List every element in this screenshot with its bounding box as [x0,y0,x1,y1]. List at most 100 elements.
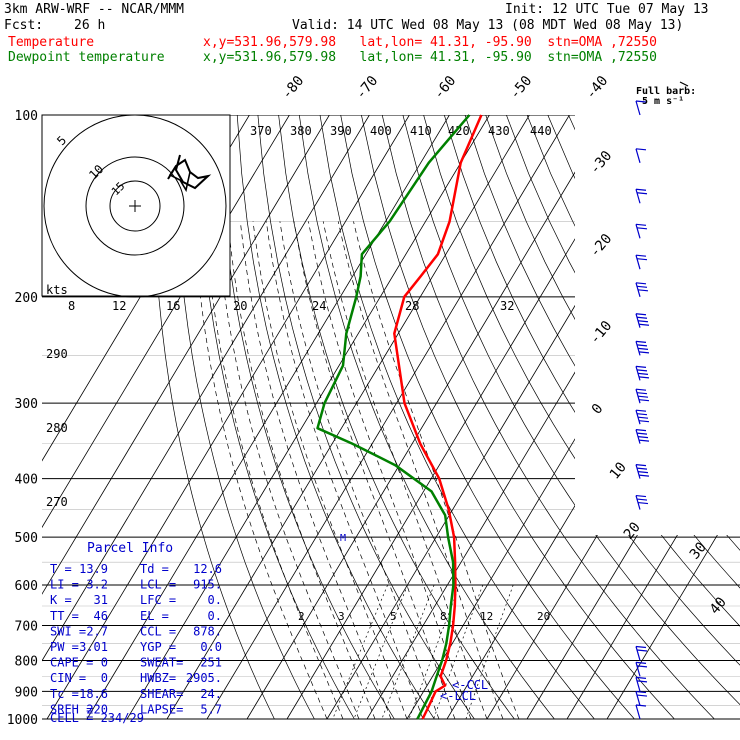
isotherm--20 [286,115,650,720]
parcel-param-name: TT = [50,609,79,623]
parcel-param-name: PW = [50,640,79,654]
pressure-label-100: 100 [15,109,38,124]
hodograph-trace [167,154,212,190]
parcel-cell: CELL = 234/29 [50,711,144,725]
parcel-row: K = 31 LFC = 0. [50,593,222,607]
moist-adiabat-label-16: 16 [166,299,180,313]
wind-legend-barb [679,81,689,87]
dry-adiabat-450 [568,115,740,720]
pressure-label-400: 400 [15,473,38,488]
isotherm-label-40: 40 [707,594,730,617]
moist-adiabat-14 [265,221,424,720]
wind-barb-800 [635,645,648,661]
forecast-hour: 26 h [74,18,106,33]
parcel-param-name: YGP = [140,640,176,654]
parcel-param-name: LAPSE= [140,702,183,716]
pressure-label-600: 600 [15,579,38,594]
mixing-ratio-label-12: 12 [480,610,493,623]
wind-barb-250 [635,340,650,356]
mixing-ratio-label-20: 20 [537,610,550,623]
parcel-info-title: Parcel Info [87,541,173,556]
lcl-annotation: <-LCL [440,689,476,703]
dry-adiabat-label-270: 270 [46,495,68,509]
pressure-label-700: 700 [15,619,38,634]
hodograph-ring-1 [85,156,185,256]
parcel-param-value: 220 [86,702,108,716]
parcel-param-name: SHEAR= [140,687,183,701]
wind-barb-350 [635,429,650,444]
valid-time: Valid: 14 UTC Wed 08 May 13 (08 MDT Wed … [292,18,684,33]
mixing-ratio-label-2: 2 [298,610,305,623]
parcel-param-value: 3.2 [86,578,108,592]
parcel-param-value: 2905. [186,671,222,685]
wind-barb-300 [635,388,650,404]
moist-adiabat--10 [193,221,328,720]
isotherm--40 [206,115,570,720]
wind-legend-title: Full barb: [636,86,696,97]
parcel-param-value: 46 [94,609,108,623]
mixing-ratio-label-8: 8 [440,610,447,623]
isotherm--80 [46,115,410,720]
parcel-param-name: CIN = [50,671,86,685]
mixing-ratio-label-3: 3 [338,610,345,623]
moist-adiabat-label-32: 32 [500,299,514,313]
wind-barb-1000 [635,704,647,720]
isotherm-label--70: -70 [353,73,382,103]
parcel-row: LI = 3.2 LCL = 915. [50,578,222,592]
isotherm-label--40: -40 [583,73,612,103]
parcel-param-name: Tc = [50,687,79,701]
parcel-row: T = 13.9 Td = 12.6 [50,562,222,576]
parcel-param-name: EL = [140,609,169,623]
mixing-ratio-line-5 [381,584,435,720]
wind-barb-100 [635,100,647,116]
model-title: 3km ARW-WRF -- NCAR/MMM [4,2,185,17]
parcel-param-name: CAPE = [50,656,93,670]
pressure-label-900: 900 [15,685,38,700]
isotherm-label--50: -50 [507,73,536,103]
dry-adiabat-440 [547,115,740,720]
dry-adiabat-310 [278,115,515,720]
isotherm--100 [42,115,330,720]
parcel-param-name: SWEAT= [140,656,183,670]
isotherm-label--10: -10 [587,318,616,348]
parcel-param-name: LFC = [140,593,176,607]
dry-adiabat-label-400: 400 [370,124,392,138]
parcel-row: SREH =220 LAPSE= 5.7 [50,702,222,716]
temperature-profile [393,114,483,720]
isotherm-label--30: -30 [587,148,616,178]
wind-barb-850 [635,661,648,677]
mixing-ratio-line-12 [433,584,484,720]
isotherm-label--80: -80 [279,73,308,103]
parcel-param-value: 31 [94,593,108,607]
dry-adiabat-340 [340,115,635,720]
parcel-param-value: 5.7 [200,702,222,716]
parcel-param-value: 13.9 [79,562,108,576]
wind-barb-950 [635,690,648,706]
isotherm-label-30: 30 [687,539,710,562]
parcel-param-name: T = [50,562,72,576]
legend-temperature-info: x,y=531.96,579.98 lat,lon= 41.31, -95.90… [203,35,657,50]
parcel-param-value: 878. [193,624,222,638]
isotherm--70 [86,115,450,720]
pressure-label-800: 800 [15,654,38,669]
dry-adiabat-290 [236,115,435,720]
dry-adiabat-label-380: 380 [290,124,312,138]
isotherm-60 [606,115,740,720]
dry-adiabat-label-370: 370 [250,124,272,138]
isotherm-0 [366,115,730,720]
dry-adiabat-370 [402,115,740,720]
dry-adiabat-270 [195,115,355,720]
isotherm-label--20: -20 [587,231,616,261]
mixing-ratio-line-20 [465,584,514,720]
dry-adiabat-280 [216,115,395,720]
mixing-ratio-line-2 [332,584,388,720]
dry-adiabat-460 [588,115,740,720]
parcel-param-value: 251 [200,656,222,670]
isotherm-50 [566,115,740,720]
hodograph-units: kts [46,283,68,297]
parcel-param-value: 2.7 [86,624,108,638]
dry-adiabat-label-410: 410 [410,124,432,138]
dry-adiabat-label-280: 280 [46,421,68,435]
moist-adiabat-22 [293,221,456,720]
